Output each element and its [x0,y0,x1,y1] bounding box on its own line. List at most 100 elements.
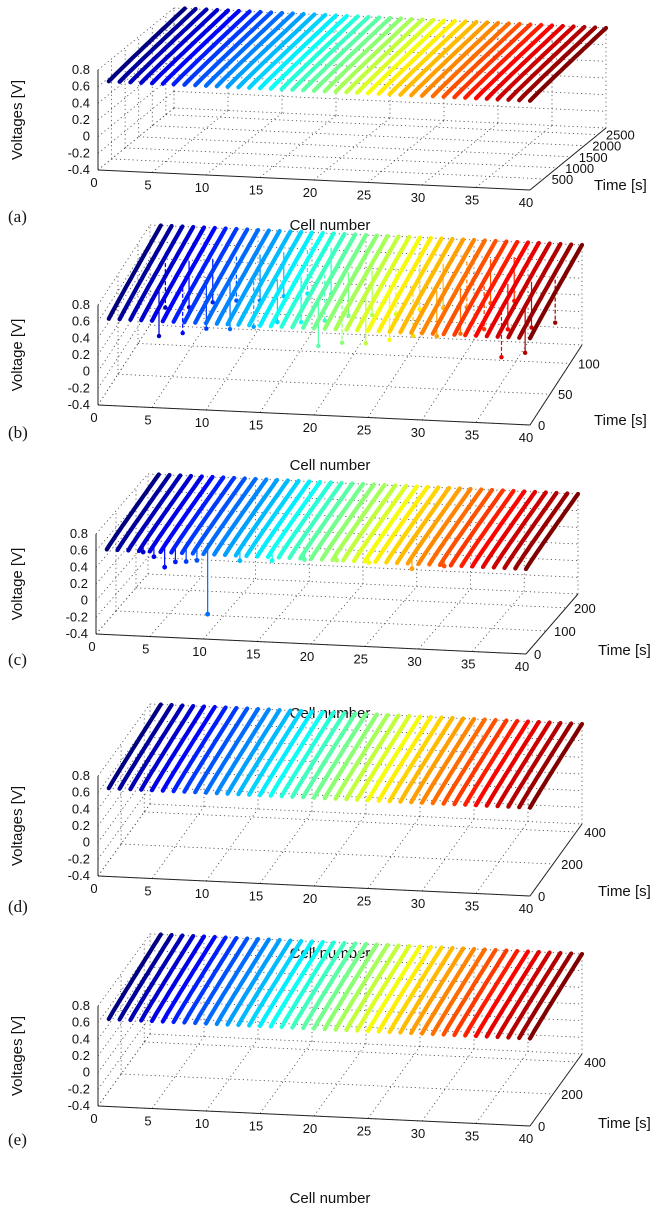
grid-line [256,581,310,642]
grid-line [149,720,583,742]
grid-line [149,274,583,296]
x-tick-label: 35 [465,1129,479,1144]
x-tick-label: 30 [411,425,425,440]
cell-trace-26 [373,484,430,565]
grid-line [313,334,367,416]
x-tick-label: 20 [300,649,314,664]
cell-trace-9 [190,476,247,556]
z-axis-label: Voltages [V] [9,80,26,160]
cell-trace-7 [171,935,228,1025]
grid-line [313,117,391,181]
cell-trace-5 [149,225,207,323]
drop-point-4 [156,333,162,339]
dip-point-29 [409,566,415,572]
grid-line [95,540,149,601]
cell-trace-6 [160,934,217,1024]
x-tick-label: 35 [465,899,479,914]
cell-trace-38 [506,950,563,1040]
cell-trace-18 [290,940,347,1030]
cell-trace-3 [128,933,185,1023]
drop-point-37 [529,325,534,330]
cell-trace-17 [279,710,336,799]
grid-line [149,933,583,955]
z-tick-labels: -0.4 -0.20 0.2 0.40.6 0.8 [68,62,90,177]
drop-point-27 [410,333,416,339]
grid-line [421,818,475,892]
cell-trace-25 [365,944,423,1034]
drop-point-12 [251,324,256,330]
x-axis [95,633,527,655]
cell-trace-29 [409,946,466,1036]
cell-trace-16 [268,230,325,329]
cell-trace-15 [255,479,312,559]
cell-trace-13 [236,12,317,90]
cell-trace-34 [463,718,520,807]
dip-point-16 [269,558,275,563]
cell-trace-32 [441,717,498,806]
drop-point-39 [553,320,558,325]
cell-trace-20 [311,941,369,1031]
cell-trace-26 [376,18,457,96]
cell-trace-2 [117,702,174,791]
x-tick-label: 40 [519,430,533,445]
cell-trace-15 [257,13,339,91]
grid-line [173,107,607,129]
grid-line [97,107,175,171]
z-tick-label: 0.6 [70,543,88,558]
z-tick-label: -0.2 [68,851,90,866]
cell-trace-37 [495,241,552,339]
z-tick-label: 0.8 [72,297,90,312]
y-axis [529,1053,583,1127]
grid-line [152,125,585,147]
panel-label: (b) [8,423,28,442]
drop-point-8 [204,326,209,331]
cell-trace-24 [351,483,409,564]
cell-trace-18 [290,14,371,92]
cell-trace-22 [333,16,414,94]
cell-trace-40 [527,25,609,103]
cell-trace-28 [398,715,455,804]
drop-point-26 [417,307,422,312]
dip-point-22 [334,557,340,563]
cell-trace-38 [502,490,559,571]
grid-line [364,586,418,647]
x-tick-label: 30 [407,654,421,669]
grid-line [418,588,471,650]
cell-trace-6 [160,8,241,86]
x-axis-label: Cell number [290,457,371,474]
y-axis-label: Time [s] [598,1115,651,1132]
x-tick-label: 10 [195,415,209,430]
grid-line [151,110,229,173]
grid-line [149,241,583,263]
grid-line [259,115,337,178]
grid-line [475,821,529,894]
cell-trace-34 [459,488,516,569]
cell-trace-24 [355,713,412,802]
z-tick-label: 0.2 [70,576,88,591]
z-tick-label: 0.4 [70,559,88,574]
y-tick-labels: 0 200 400 [538,825,606,904]
y-tick-label: 100 [578,356,600,371]
grid-line [151,1036,205,1109]
cell-trace-31 [427,487,484,567]
grid-line [421,122,499,186]
cell-trace-22 [333,233,390,332]
cell-trace-10 [203,10,285,88]
cell-trace-6 [158,474,215,555]
z-tick-label: -0.4 [68,868,90,883]
grid-line [97,324,151,406]
x-tick-label: 15 [249,183,263,198]
grid-line [97,291,151,372]
dip-point-19 [302,557,307,562]
x-axis [97,875,531,897]
x-tick-label: 0 [90,881,97,896]
cell-trace-37 [495,24,576,102]
cell-trace-40 [527,721,585,810]
drop-point-10 [227,326,233,332]
x-tick-label: 15 [249,418,263,433]
cell-trace-27 [387,236,444,334]
cell-trace-15 [257,709,315,798]
y-tick-label: 400 [584,1055,606,1070]
cell-trace-19 [298,481,355,561]
grid-line [121,843,554,865]
